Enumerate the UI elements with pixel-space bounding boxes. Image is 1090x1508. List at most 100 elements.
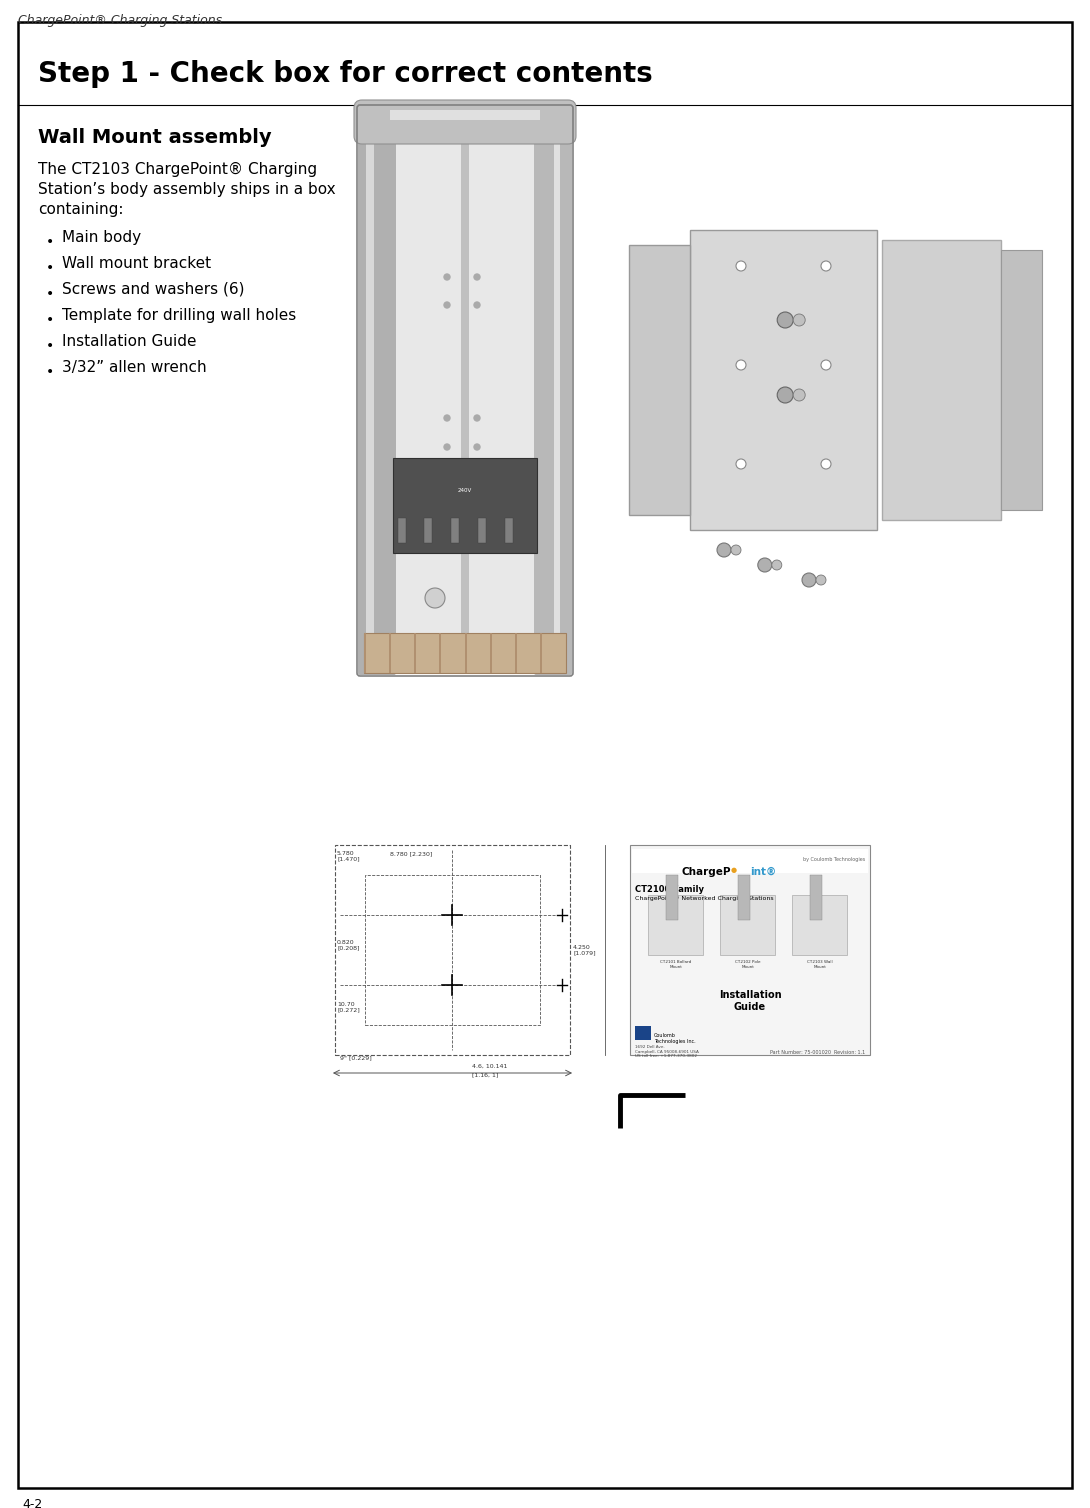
Circle shape	[474, 443, 480, 449]
Text: Screws and washers (6): Screws and washers (6)	[62, 282, 244, 297]
Bar	[882, 240, 1001, 520]
Circle shape	[777, 388, 794, 403]
Bar	[635, 1025, 651, 1041]
Circle shape	[444, 415, 450, 421]
Bar	[364, 633, 366, 673]
Circle shape	[772, 559, 782, 570]
Bar	[389, 633, 391, 673]
Circle shape	[758, 558, 772, 572]
FancyBboxPatch shape	[534, 106, 572, 676]
Circle shape	[777, 312, 794, 329]
Bar	[414, 633, 416, 673]
Circle shape	[444, 274, 450, 280]
Text: ChargePoint® Networked Charging Stations: ChargePoint® Networked Charging Stations	[635, 896, 774, 900]
Bar	[365, 875, 540, 1025]
Text: 4.6, 10.141: 4.6, 10.141	[472, 1065, 507, 1069]
Text: Wall Mount assembly: Wall Mount assembly	[38, 128, 271, 146]
Circle shape	[474, 302, 480, 308]
Bar	[335, 844, 570, 1056]
Text: •: •	[46, 365, 54, 379]
Circle shape	[444, 302, 450, 308]
Bar	[554, 113, 560, 668]
Circle shape	[821, 360, 831, 369]
Bar	[461, 116, 469, 665]
Circle shape	[425, 588, 445, 608]
FancyBboxPatch shape	[358, 106, 396, 676]
Bar	[490, 633, 492, 673]
Text: ●: ●	[730, 867, 737, 873]
Text: Guide: Guide	[734, 1001, 766, 1012]
Bar	[451, 519, 459, 543]
Bar	[738, 875, 750, 920]
Circle shape	[736, 261, 746, 271]
Text: The CT2103 ChargePoint® Charging: The CT2103 ChargePoint® Charging	[38, 161, 317, 176]
Text: containing:: containing:	[38, 202, 123, 217]
Bar	[424, 519, 432, 543]
Text: Wall mount bracket: Wall mount bracket	[62, 256, 211, 271]
Circle shape	[802, 573, 816, 587]
Text: Part Number: 75-001020  Revision: 1.1: Part Number: 75-001020 Revision: 1.1	[770, 1050, 865, 1056]
Circle shape	[821, 458, 831, 469]
Bar	[690, 231, 877, 529]
Text: CT2101 Bollard
Mount: CT2101 Bollard Mount	[661, 961, 692, 968]
Circle shape	[736, 458, 746, 469]
Bar	[720, 896, 775, 955]
Text: [1.16, 1]: [1.16, 1]	[472, 1072, 498, 1077]
Text: •: •	[46, 314, 54, 327]
Bar	[514, 633, 517, 673]
Text: Main body: Main body	[62, 231, 141, 244]
Circle shape	[794, 389, 806, 401]
Text: 9" [0.229]: 9" [0.229]	[340, 1056, 372, 1060]
Text: •: •	[46, 339, 54, 353]
Text: CT2100 Family: CT2100 Family	[635, 885, 704, 894]
Circle shape	[731, 544, 741, 555]
Bar	[364, 633, 566, 673]
Text: ChargeP: ChargeP	[681, 867, 730, 878]
Bar	[630, 844, 870, 1056]
Bar	[335, 844, 570, 1056]
Circle shape	[821, 261, 831, 271]
Text: •: •	[46, 235, 54, 249]
Text: Coulomb
Technologies Inc.: Coulomb Technologies Inc.	[654, 1033, 695, 1044]
Text: Installation Guide: Installation Guide	[62, 333, 196, 348]
Circle shape	[474, 274, 480, 280]
Circle shape	[474, 415, 480, 421]
Text: •: •	[46, 287, 54, 302]
FancyBboxPatch shape	[354, 100, 576, 143]
Circle shape	[794, 314, 806, 326]
Bar	[629, 244, 690, 516]
Text: Step 1 - Check box for correct contents: Step 1 - Check box for correct contents	[38, 60, 653, 87]
Bar	[390, 110, 540, 121]
Text: Station’s body assembly ships in a box: Station’s body assembly ships in a box	[38, 182, 336, 198]
Bar	[393, 458, 537, 553]
Text: CT2103 Wall
Mount: CT2103 Wall Mount	[808, 961, 833, 968]
Bar	[810, 875, 822, 920]
Text: 5.780
[1.470]: 5.780 [1.470]	[337, 851, 360, 861]
Text: int®: int®	[750, 867, 776, 878]
Bar	[647, 896, 703, 955]
Text: 8.780 [2.230]: 8.780 [2.230]	[390, 851, 433, 857]
Text: 1692 Dell Ave.
Campbell, CA 95008-6901 USA
US toll free: +1-877-370-3802: 1692 Dell Ave. Campbell, CA 95008-6901 U…	[635, 1045, 699, 1059]
Bar	[439, 633, 441, 673]
Text: 240V: 240V	[458, 489, 472, 493]
Circle shape	[816, 575, 826, 585]
Bar	[666, 875, 678, 920]
Text: CT2102 Pole
Mount: CT2102 Pole Mount	[736, 961, 761, 968]
Bar	[632, 849, 868, 873]
Circle shape	[736, 360, 746, 369]
Text: 0.820
[0.208]: 0.820 [0.208]	[337, 939, 360, 952]
Text: ChargePoint® Charging Stations: ChargePoint® Charging Stations	[19, 14, 222, 27]
Text: Template for drilling wall holes: Template for drilling wall holes	[62, 308, 296, 323]
Text: 3/32” allen wrench: 3/32” allen wrench	[62, 360, 207, 375]
Bar	[388, 109, 542, 673]
Text: •: •	[46, 261, 54, 274]
Bar	[398, 519, 405, 543]
Bar	[366, 113, 374, 668]
Bar	[479, 519, 486, 543]
Bar	[505, 519, 513, 543]
Text: 10.70
[0.272]: 10.70 [0.272]	[337, 1001, 360, 1013]
Circle shape	[444, 443, 450, 449]
Bar	[792, 896, 847, 955]
Text: by Coulomb Technologies: by Coulomb Technologies	[802, 857, 865, 863]
Bar	[1001, 250, 1042, 510]
